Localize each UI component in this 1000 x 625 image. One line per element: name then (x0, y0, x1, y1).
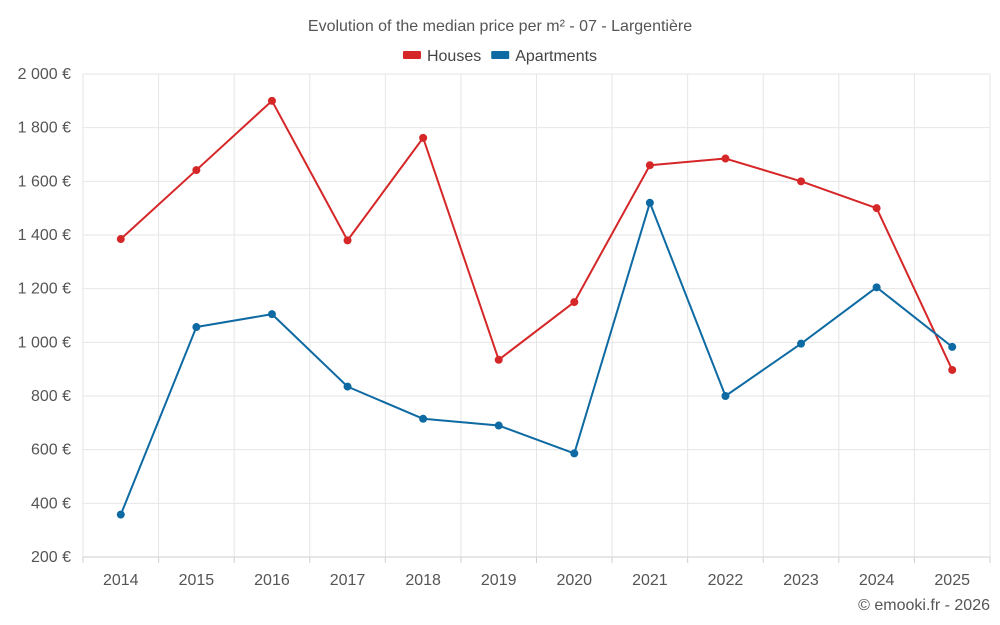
data-point-houses[interactable] (872, 204, 881, 213)
y-axis: 200 € 400 € 600 € 800 € 1 000 € 1 200 € 1 400 … (18, 66, 71, 566)
x-tick-label: 2017 (330, 572, 366, 589)
legend-item-houses[interactable]: Houses (402, 48, 481, 65)
y-tick-label: 2 000 € (18, 66, 71, 83)
data-point-houses[interactable] (343, 236, 352, 245)
x-tick-label: 2021 (632, 572, 668, 589)
data-point-apartments[interactable] (570, 449, 579, 458)
series (116, 96, 957, 519)
data-point-apartments[interactable] (721, 392, 730, 400)
x-tick-label: 2020 (556, 572, 592, 589)
legend-label: Houses (427, 48, 481, 65)
y-tick-label: 1 400 € (18, 227, 71, 244)
data-point-apartments[interactable] (192, 323, 201, 332)
x-tick-label: 2023 (783, 572, 819, 589)
data-point-apartments[interactable] (797, 339, 806, 348)
data-point-houses[interactable] (419, 133, 428, 142)
series-line-apartments (119, 201, 953, 515)
credit-text: © emooki.fr - 2026 (858, 597, 990, 614)
x-tick-label: 2025 (934, 572, 970, 589)
data-point-apartments[interactable] (419, 414, 428, 423)
data-point-houses[interactable] (494, 355, 503, 364)
series-line-houses (120, 99, 954, 371)
legend-swatch (491, 51, 510, 59)
y-tick-label: 200 € (31, 549, 71, 566)
data-point-houses[interactable] (721, 154, 730, 163)
grid (82, 73, 991, 563)
chart-title: Evolution of the median price per m² - 0… (308, 18, 692, 35)
legend-swatch (402, 51, 421, 59)
data-point-apartments[interactable] (948, 342, 957, 351)
x-tick-label: 2022 (708, 572, 744, 589)
data-point-apartments[interactable] (494, 421, 503, 430)
y-tick-label: 1 800 € (18, 120, 71, 137)
data-point-apartments[interactable] (267, 310, 276, 319)
data-point-apartments[interactable] (116, 510, 125, 519)
data-point-apartments[interactable] (645, 198, 654, 207)
x-tick-label: 2019 (481, 572, 517, 589)
y-tick-label: 1 200 € (18, 281, 71, 298)
x-tick-label: 2018 (405, 572, 441, 589)
x-axis: 2014 2015 2016 2017 2018 2019 2020 2021 2022 2023… (103, 572, 970, 589)
data-point-apartments[interactable] (343, 382, 352, 391)
data-point-houses[interactable] (116, 235, 125, 244)
y-tick-label: 1 600 € (18, 173, 71, 190)
series-houses (116, 96, 957, 374)
y-tick-label: 800 € (31, 388, 71, 405)
x-tick-label: 2024 (859, 572, 895, 589)
legend: Houses Apartments (402, 48, 597, 65)
x-tick-label: 2014 (103, 572, 139, 589)
data-point-houses[interactable] (948, 365, 957, 374)
y-tick-label: 600 € (31, 442, 71, 459)
y-tick-label: 400 € (31, 495, 71, 512)
data-point-houses[interactable] (192, 166, 201, 175)
data-point-houses[interactable] (267, 96, 276, 105)
data-point-houses[interactable] (645, 161, 654, 170)
legend-label: Apartments (515, 48, 597, 65)
data-point-houses[interactable] (570, 298, 579, 307)
series-apartments (116, 198, 957, 519)
y-tick-label: 1 000 € (18, 334, 71, 351)
x-tick-label: 2015 (179, 572, 215, 589)
data-point-apartments[interactable] (872, 283, 881, 292)
x-tick-label: 2016 (254, 572, 290, 589)
data-point-houses[interactable] (797, 177, 806, 186)
legend-item-apartments[interactable]: Apartments (491, 48, 597, 65)
